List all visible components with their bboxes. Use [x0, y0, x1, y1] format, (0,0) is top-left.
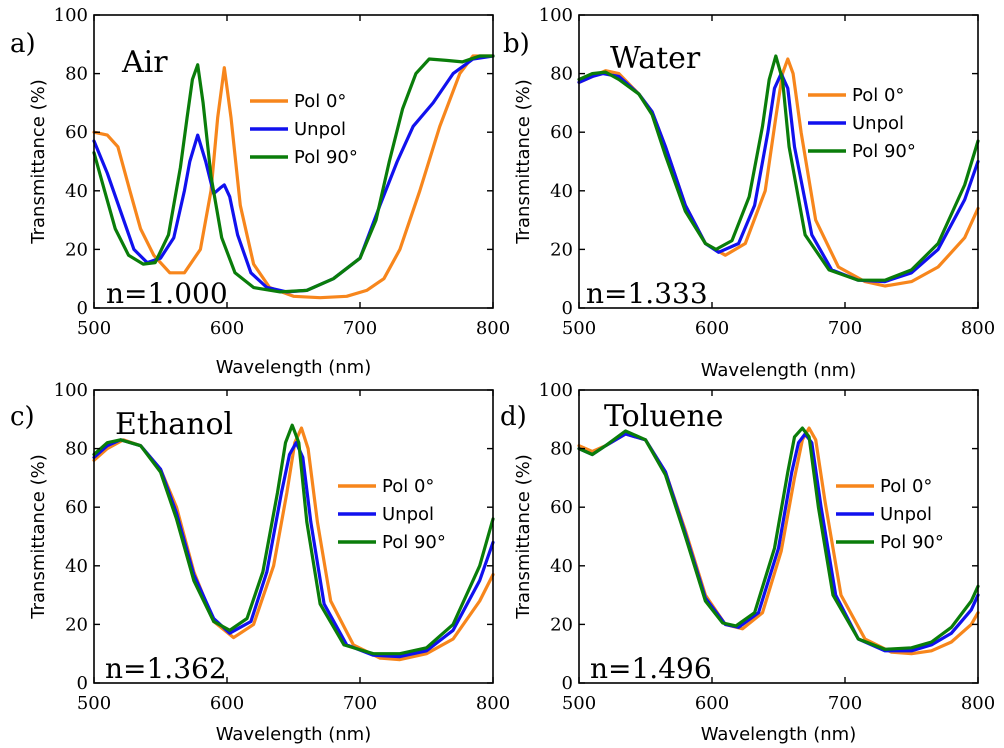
y-tick-label: 80 — [65, 64, 88, 85]
series-line-pol0 — [92, 54, 495, 300]
y-tick-label: 0 — [562, 298, 573, 319]
x-tick-label: 800 — [476, 318, 510, 339]
refractive-index-label: n=1.362 — [105, 652, 227, 685]
y-tick-label: 60 — [65, 122, 88, 143]
x-tick-label: 500 — [562, 318, 596, 339]
series-line-pol90 — [577, 426, 980, 651]
legend-label: Pol 0° — [852, 85, 904, 106]
panel-label: d) — [500, 402, 527, 432]
legend-label: Pol 90° — [852, 141, 916, 162]
legend-label: Unpol — [382, 504, 434, 525]
refractive-index-label: n=1.000 — [106, 277, 228, 310]
x-tick-label: 600 — [695, 318, 729, 339]
y-tick-label: 0 — [562, 673, 573, 694]
y-tick-label: 80 — [550, 64, 573, 85]
y-tick-label: 40 — [550, 181, 573, 202]
x-axis-title: Wavelength (nm) — [701, 360, 857, 381]
y-tick-label: 80 — [550, 439, 573, 460]
y-tick-label: 40 — [65, 181, 88, 202]
x-tick-label: 800 — [961, 318, 995, 339]
y-axis-title: Transmittance (%) — [513, 454, 534, 620]
panel-label: c) — [10, 402, 35, 432]
panel-label: b) — [503, 29, 530, 59]
legend-label: Pol 90° — [294, 147, 358, 168]
y-tick-label: 100 — [54, 5, 88, 26]
y-tick-label: 60 — [65, 497, 88, 518]
panel-label: a) — [10, 29, 36, 59]
x-tick-label: 700 — [343, 693, 377, 714]
x-tick-label: 800 — [961, 693, 995, 714]
y-tick-label: 80 — [65, 439, 88, 460]
x-axis-title: Wavelength (nm) — [216, 357, 372, 378]
x-tick-label: 500 — [77, 318, 111, 339]
legend-label: Unpol — [852, 113, 904, 134]
refractive-index-label: n=1.496 — [590, 652, 712, 685]
medium-label: Ethanol — [115, 407, 233, 442]
x-axis-title: Wavelength (nm) — [701, 724, 857, 745]
y-tick-label: 100 — [54, 380, 88, 401]
y-tick-label: 20 — [550, 239, 573, 260]
x-tick-label: 600 — [210, 318, 244, 339]
y-tick-label: 20 — [65, 239, 88, 260]
y-tick-label: 60 — [550, 497, 573, 518]
legend-label: Pol 90° — [382, 532, 446, 553]
x-tick-label: 700 — [828, 318, 862, 339]
legend-label: Unpol — [880, 504, 932, 525]
legend-label: Unpol — [294, 119, 346, 140]
legend-label: Pol 90° — [880, 532, 944, 553]
plot-frame — [93, 14, 494, 309]
y-tick-label: 20 — [65, 614, 88, 635]
series-line-pol90 — [92, 54, 495, 294]
refractive-index-label: n=1.333 — [586, 277, 708, 310]
y-tick-label: 100 — [539, 380, 573, 401]
y-tick-label: 0 — [77, 298, 88, 319]
y-tick-label: 0 — [77, 673, 88, 694]
medium-label: Air — [121, 45, 168, 80]
x-tick-label: 600 — [210, 693, 244, 714]
y-tick-label: 20 — [550, 614, 573, 635]
x-tick-label: 500 — [77, 693, 111, 714]
medium-label: Toluene — [604, 399, 724, 434]
series-line-pol90 — [92, 423, 495, 656]
series-line-pol90 — [577, 54, 980, 282]
medium-label: Water — [610, 41, 701, 76]
y-tick-label: 60 — [550, 122, 573, 143]
legend-label: Pol 0° — [880, 476, 932, 497]
legend-label: Pol 0° — [294, 91, 346, 112]
plot-frame — [578, 14, 979, 309]
x-tick-label: 700 — [828, 693, 862, 714]
x-tick-label: 500 — [562, 693, 596, 714]
legend-label: Pol 0° — [382, 476, 434, 497]
plot-frame — [578, 389, 979, 684]
y-tick-label: 40 — [65, 556, 88, 577]
y-tick-label: 40 — [550, 556, 573, 577]
x-tick-label: 800 — [476, 693, 510, 714]
x-axis-title: Wavelength (nm) — [216, 724, 372, 745]
x-tick-label: 600 — [695, 693, 729, 714]
x-tick-label: 700 — [343, 318, 377, 339]
y-axis-title: Transmittance (%) — [28, 454, 49, 620]
y-axis-title: Transmittance (%) — [28, 79, 49, 245]
y-axis-title: Transmittance (%) — [513, 79, 534, 245]
y-tick-label: 100 — [539, 5, 573, 26]
plot-frame — [93, 389, 494, 684]
